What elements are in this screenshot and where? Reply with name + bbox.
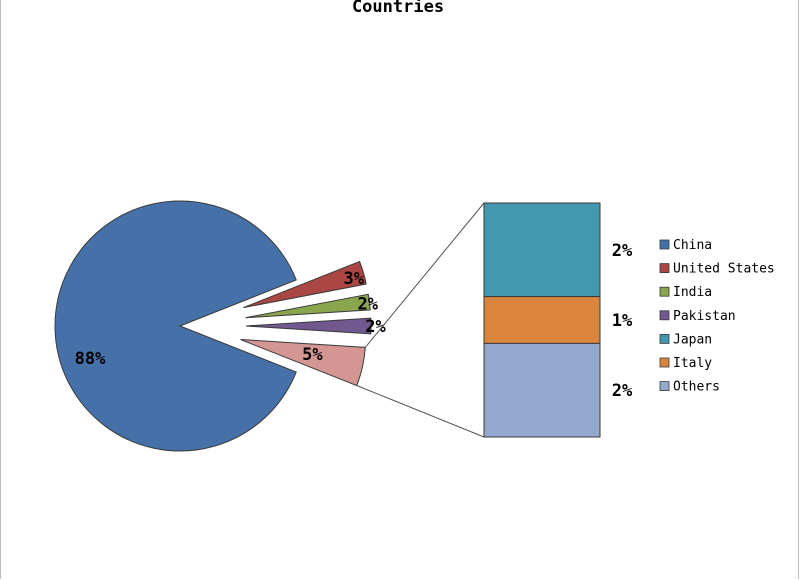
breakdown-bar: 2% 1% 2% [483,202,633,438]
pie-slice-india [245,293,371,319]
connector-line-bottom [356,385,485,438]
pie-slice-united-states [243,260,367,309]
legend-label-italy: Italy [673,356,712,371]
bar-segment-japan [483,202,601,298]
connector-line-top [364,202,485,348]
bar-segment-others [483,342,601,438]
legend-label-india: India [673,285,712,300]
bar-segment-italy [483,296,601,344]
bar-label-others: 2% [612,381,633,401]
legend-swatch-india [659,286,670,297]
pie-label-united-states: 3% [343,269,364,289]
pie-label-pakistan: 2% [365,317,386,337]
pie-slice-china [54,200,297,452]
legend-swatch-italy [659,357,670,368]
legend-label-pakistan: Pakistan [673,309,736,324]
legend-swatch-pakistan [659,310,670,321]
legend-swatch-others [659,381,670,392]
bar-label-japan: 2% [612,241,633,261]
pie-label-india: 2% [358,294,379,314]
bar-label-italy: 1% [612,311,633,331]
pie-label-china: 88% [75,349,106,369]
pie-label-others: 5% [302,345,323,365]
pie-slice-pakistan [245,317,372,335]
connector-lines [356,202,485,438]
legend-label-united-states: United States [673,262,775,277]
legend: China United States India Pakistan Japan Ital… [659,238,775,395]
legend-label-china: China [673,238,712,253]
pie-group: 88% 3% 2% 2% 5% [54,200,386,452]
chart-title: Countries [352,0,444,17]
legend-swatch-japan [659,333,670,344]
legend-swatch-united-states [659,263,670,274]
legend-label-japan: Japan [673,332,712,347]
legend-label-others: Others [673,380,720,395]
legend-swatch-china [659,239,670,250]
